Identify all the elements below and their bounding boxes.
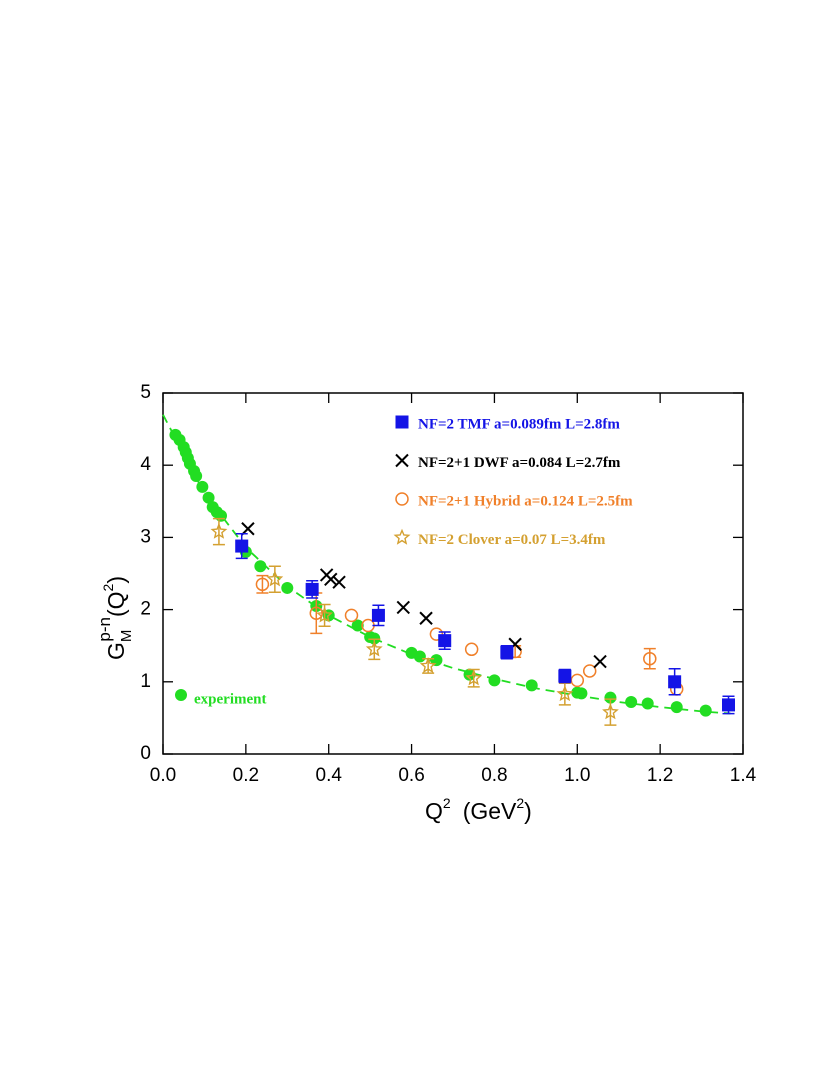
data-point [281, 581, 294, 594]
y-tick-label: 3 [140, 526, 151, 547]
data-point [570, 673, 585, 688]
x-tick-label: 0.2 [233, 765, 259, 786]
data-point [190, 470, 203, 483]
plot-frame [162, 392, 744, 755]
data-point [643, 651, 657, 666]
data-point [241, 522, 255, 536]
data-point [463, 668, 476, 681]
x-tick-label: 1.0 [564, 765, 590, 786]
data-point [196, 480, 209, 493]
legend-label: NF=2+1 Hybrid a=0.124 L=2.5fm [418, 493, 633, 509]
y-tick-label: 4 [140, 454, 151, 475]
data-point [235, 539, 249, 553]
y-tick-label: 2 [140, 599, 151, 620]
x-label-part: (GeV [463, 798, 517, 824]
x-label-part: Q [425, 798, 443, 824]
x-axis-label: Q2 (GeV2) [425, 795, 532, 824]
legend-label: experiment [194, 691, 266, 707]
legend-marker [395, 453, 409, 468]
data-point [316, 606, 333, 623]
x-tick-label: 0.0 [150, 765, 176, 786]
x-tick-label: 0.6 [398, 765, 424, 786]
y-label-part: ) [103, 576, 129, 584]
y-tick-label: 5 [140, 382, 151, 403]
data-point [202, 491, 215, 504]
data-point [699, 704, 712, 717]
data-point [215, 509, 227, 522]
data-point [210, 522, 228, 539]
legend-marker [395, 492, 409, 506]
data-point [419, 657, 437, 674]
x-tick-label: 1.2 [647, 765, 673, 786]
x-tick-label: 0.4 [316, 765, 343, 786]
data-point [464, 642, 479, 657]
data-point [254, 560, 267, 573]
data-point [641, 697, 654, 710]
x-tick-label: 0.8 [481, 765, 507, 786]
data-point [344, 608, 359, 623]
data-point [625, 696, 638, 709]
data-point [558, 669, 572, 683]
legend-label: NF=2 TMF a=0.089fm L=2.8fm [418, 416, 620, 432]
y-axis-label: GMp-n(Q2) [95, 576, 134, 660]
error-bar [268, 565, 281, 594]
data-point [438, 634, 452, 648]
legend-label: NF=2+1 DWF a=0.084 L=2.7fm [418, 455, 621, 471]
data-point [266, 570, 284, 587]
legend-label: NF=2 Clover a=0.07 L=3.4fm [418, 532, 606, 548]
data-point [668, 675, 682, 689]
data-point [500, 645, 514, 659]
x-label-part: 2 [516, 795, 524, 811]
data-point [582, 664, 597, 678]
data-point [488, 674, 501, 687]
data-point [525, 679, 538, 692]
error-bar [643, 647, 656, 670]
data-point [593, 654, 607, 669]
x-label-part: ) [524, 798, 532, 824]
data-point [604, 691, 617, 704]
legend-marker [393, 528, 411, 545]
x-label-part: 2 [443, 795, 451, 811]
data-point [396, 600, 410, 615]
y-label-part: M [118, 630, 135, 643]
data-point [430, 654, 443, 667]
y-tick-label: 0 [140, 743, 151, 764]
data-point [371, 608, 385, 622]
data-point [332, 575, 346, 589]
legend-marker [395, 415, 409, 429]
data-point [413, 650, 426, 663]
y-tick-label: 1 [140, 671, 151, 692]
data-point [305, 582, 319, 596]
data-point [722, 698, 735, 712]
data-point [602, 703, 619, 720]
data-point [670, 701, 683, 714]
y-label-part: G [103, 642, 129, 660]
data-point [556, 685, 574, 702]
y-label-part: (Q [103, 591, 129, 617]
data-point [324, 572, 338, 586]
legend-marker [175, 689, 187, 701]
y-label-part: p-n [95, 617, 114, 642]
data-point [419, 611, 433, 625]
data-point [365, 640, 383, 657]
data-point [309, 606, 324, 620]
data-point [465, 669, 483, 686]
x-tick-label: 1.4 [730, 765, 757, 786]
y-label-part: 2 [100, 583, 116, 591]
data-point [351, 619, 364, 632]
data-point [255, 577, 270, 592]
data-point [575, 687, 588, 700]
